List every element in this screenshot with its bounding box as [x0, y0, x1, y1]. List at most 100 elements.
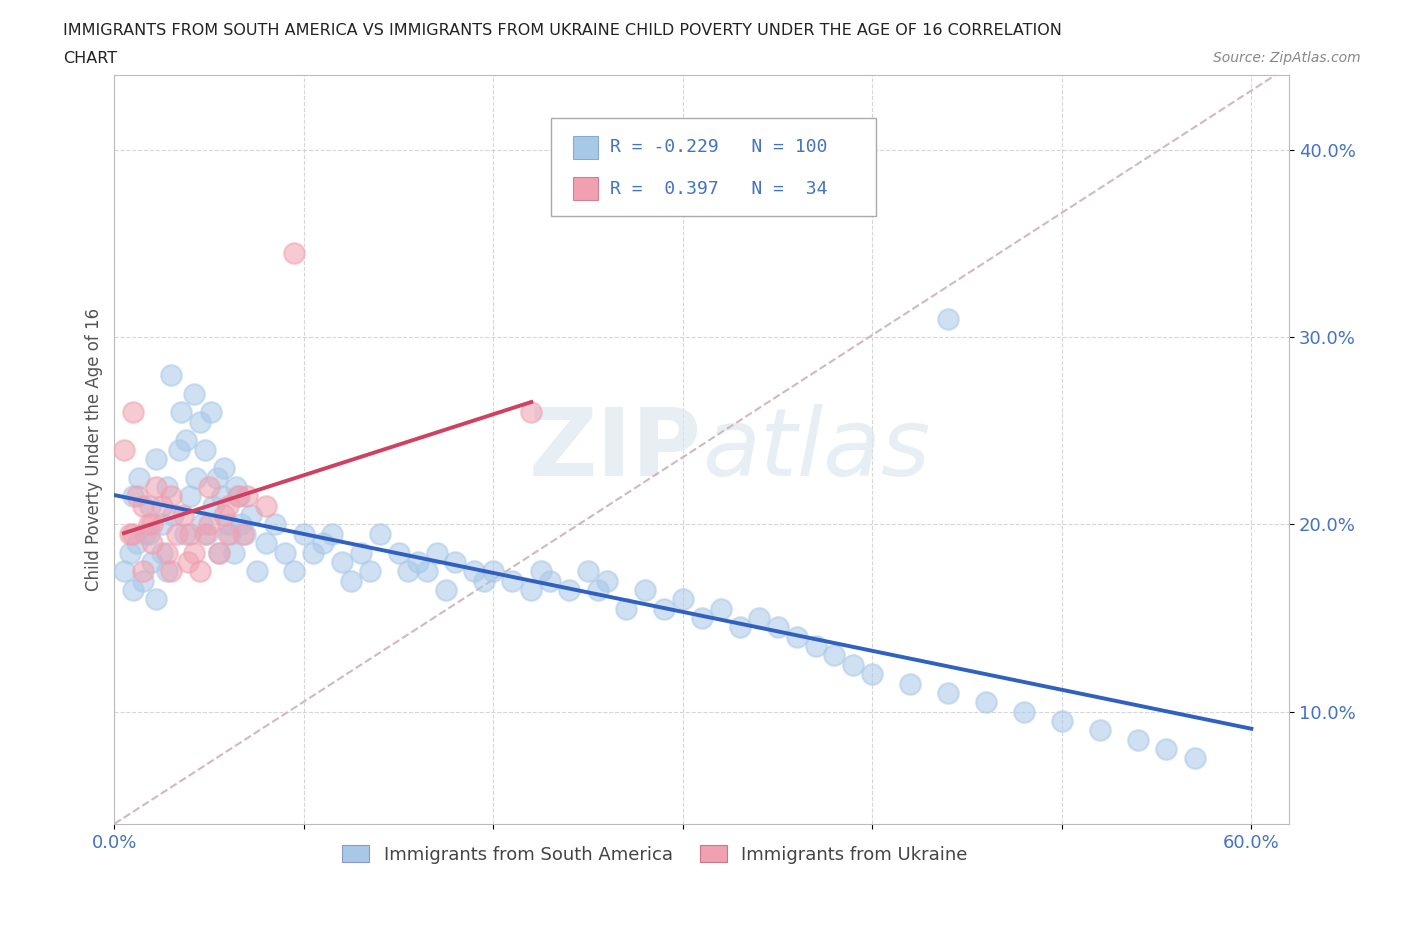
Point — [179, 489, 201, 504]
Point — [1154, 741, 1177, 756]
Point — [860, 667, 883, 682]
Point — [219, 526, 242, 541]
Point — [160, 489, 183, 504]
Point — [283, 246, 305, 260]
Point — [183, 545, 205, 560]
Point — [254, 536, 277, 551]
Point — [118, 526, 141, 541]
Point — [368, 526, 391, 541]
Point — [283, 564, 305, 578]
Point — [520, 405, 543, 419]
Text: CHART: CHART — [63, 51, 117, 66]
Point — [188, 564, 211, 578]
Point — [150, 498, 173, 513]
Point — [194, 526, 217, 541]
Text: R =  0.397   N =  34: R = 0.397 N = 34 — [610, 179, 828, 197]
Point — [538, 573, 561, 588]
Point — [150, 517, 173, 532]
Point — [207, 545, 229, 560]
Point — [936, 312, 959, 326]
Point — [141, 536, 163, 551]
Point — [201, 498, 224, 513]
Point — [200, 405, 222, 419]
Point — [396, 564, 419, 578]
Point — [172, 508, 194, 523]
Point — [166, 526, 188, 541]
Point — [198, 517, 221, 532]
Point — [1012, 704, 1035, 719]
Point — [132, 573, 155, 588]
Point — [198, 480, 221, 495]
Point — [173, 526, 195, 541]
Point — [1126, 732, 1149, 747]
Point — [748, 611, 770, 626]
Point — [558, 582, 581, 597]
Point — [167, 442, 190, 457]
Point — [690, 611, 713, 626]
Point — [214, 461, 236, 476]
Point — [132, 564, 155, 578]
Point — [898, 676, 921, 691]
Point — [340, 573, 363, 588]
Point — [472, 573, 495, 588]
Point — [188, 414, 211, 429]
Point — [139, 498, 162, 513]
Point — [530, 564, 553, 578]
Point — [312, 536, 335, 551]
Point — [728, 620, 751, 635]
Point — [127, 489, 149, 504]
Point — [156, 480, 179, 495]
Point — [179, 526, 201, 541]
Point — [254, 498, 277, 513]
Point — [207, 545, 229, 560]
Point — [292, 526, 315, 541]
Point — [274, 545, 297, 560]
Point — [217, 526, 239, 541]
Point — [804, 639, 827, 654]
Point — [634, 582, 657, 597]
Point — [463, 564, 485, 578]
FancyBboxPatch shape — [572, 136, 599, 158]
Point — [520, 582, 543, 597]
Point — [228, 489, 250, 504]
Point — [138, 526, 160, 541]
Point — [824, 648, 846, 663]
Point — [425, 545, 447, 560]
Point — [160, 367, 183, 382]
Point — [652, 601, 675, 616]
Point — [194, 442, 217, 457]
Point — [842, 658, 865, 672]
Point — [122, 526, 145, 541]
Point — [145, 452, 167, 467]
Point — [231, 517, 253, 532]
Point — [190, 517, 212, 532]
Point — [176, 432, 198, 447]
Point — [170, 405, 193, 419]
Point — [239, 508, 262, 523]
Point — [214, 508, 236, 523]
Point — [936, 685, 959, 700]
Text: ZIP: ZIP — [529, 404, 702, 496]
Point — [122, 405, 145, 419]
Point — [330, 554, 353, 569]
Point — [162, 508, 184, 523]
Point — [156, 545, 179, 560]
Point — [217, 498, 239, 513]
Point — [177, 554, 200, 569]
Point — [184, 471, 207, 485]
Point — [501, 573, 523, 588]
Point — [134, 526, 156, 541]
Point — [264, 517, 287, 532]
Point — [350, 545, 373, 560]
Point — [112, 442, 135, 457]
Legend: Immigrants from South America, Immigrants from Ukraine: Immigrants from South America, Immigrant… — [335, 838, 974, 870]
Point — [141, 554, 163, 569]
Point — [576, 564, 599, 578]
Point — [127, 536, 149, 551]
Point — [786, 630, 808, 644]
Point — [321, 526, 343, 541]
Point — [586, 582, 609, 597]
Point — [482, 564, 505, 578]
Point — [211, 489, 233, 504]
Point — [195, 526, 218, 541]
